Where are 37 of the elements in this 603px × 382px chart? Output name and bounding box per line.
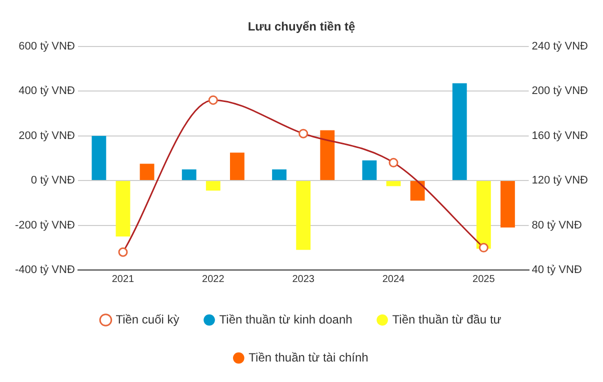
y2-tick-label: 80 tỷ VNĐ [532, 219, 582, 232]
legend-label: Tiền thuần từ đầu tư [392, 312, 502, 326]
bar [500, 181, 515, 228]
bar [230, 152, 244, 180]
legend-label: Tiền thuần từ kinh doanh [219, 312, 352, 326]
y-tick-label: 0 tỷ VNĐ [30, 174, 75, 187]
bar [296, 181, 311, 250]
x-tick-label: 2022 [202, 274, 225, 285]
legend-label: Tiền cuối kỳ [116, 312, 180, 326]
bar [206, 181, 220, 191]
y-tick-label: 400 tỷ VNĐ [18, 85, 75, 98]
x-tick-label: 2023 [292, 274, 315, 285]
bar [140, 164, 154, 180]
y2-tick-label: 160 tỷ VNĐ [532, 130, 588, 142]
bar [272, 169, 286, 180]
y-tick-label: -200 tỷ VNĐ [14, 219, 75, 232]
y2-tick-label: 240 tỷ VNĐ [532, 40, 588, 52]
y-tick-label: 600 tỷ VNĐ [18, 40, 75, 52]
x-tick-label: 2024 [382, 274, 406, 285]
y-tick-label: 200 tỷ VNĐ [18, 130, 75, 142]
y2-tick-label: 120 tỷ VNĐ [532, 174, 588, 187]
bar [386, 181, 401, 186]
y2-tick-label: 40 tỷ VNĐ [532, 264, 582, 276]
bar [116, 181, 130, 236]
legend-label: Tiền thuần từ tài chính [248, 350, 368, 364]
chart-title: Lưu chuyển tiền tệ [248, 20, 356, 34]
y-tick-label: -400 tỷ VNĐ [14, 264, 75, 276]
bar [320, 130, 335, 180]
bar [92, 136, 106, 180]
x-tick-label: 2025 [472, 274, 496, 285]
bar [182, 169, 196, 180]
bar [452, 83, 467, 180]
y2-tick-label: 200 tỷ VNĐ [532, 85, 588, 98]
bar [362, 160, 377, 180]
bar [410, 181, 425, 201]
x-tick-label: 2021 [112, 274, 135, 285]
bar [476, 181, 491, 249]
